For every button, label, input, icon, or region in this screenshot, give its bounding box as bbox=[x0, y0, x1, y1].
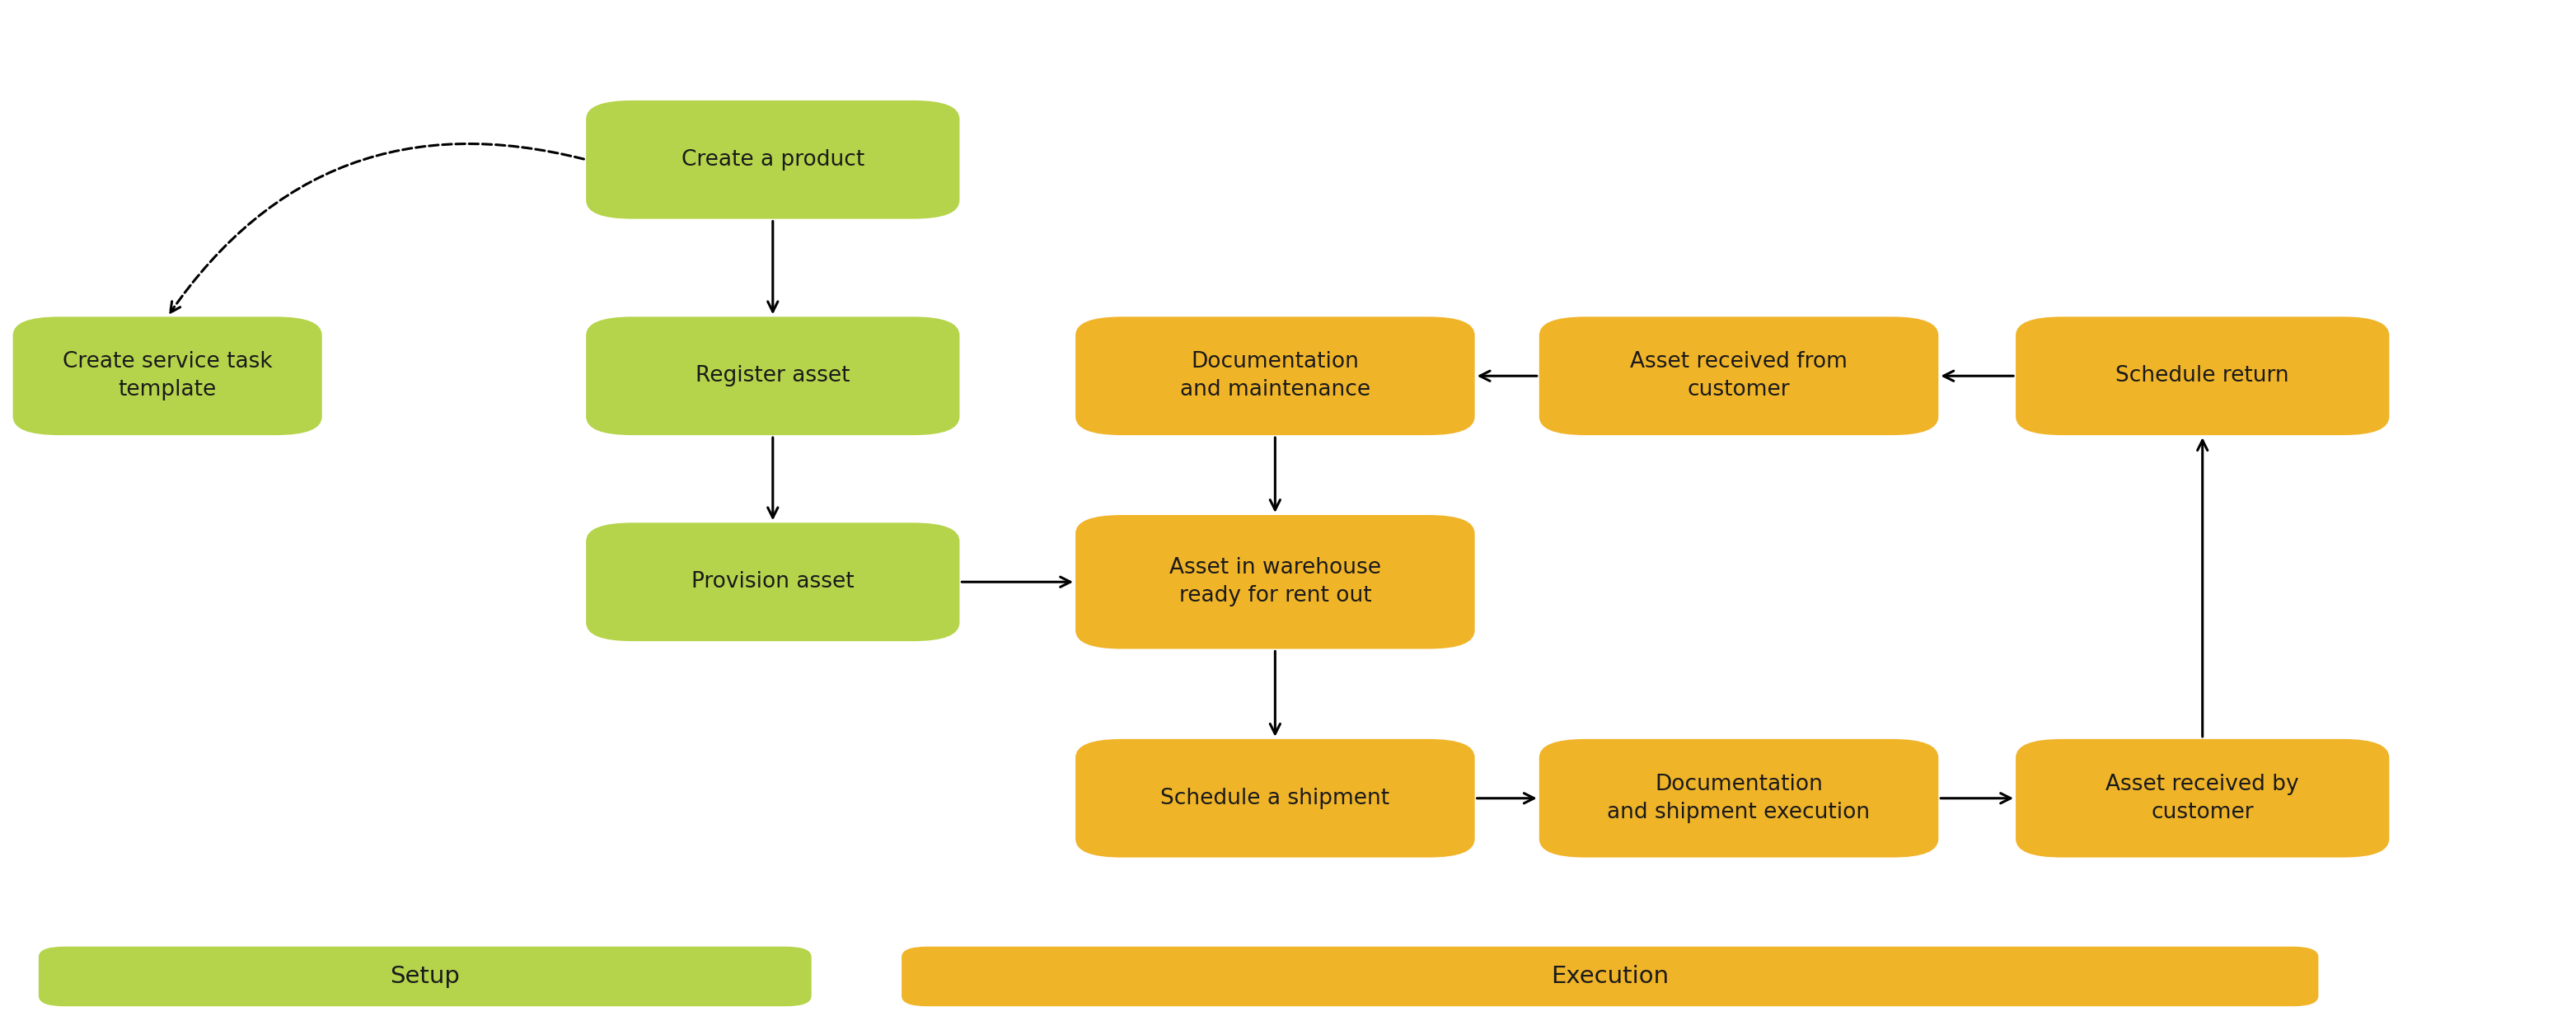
Text: Provision asset: Provision asset bbox=[690, 572, 855, 592]
FancyBboxPatch shape bbox=[2014, 317, 2388, 435]
Text: Asset in warehouse
ready for rent out: Asset in warehouse ready for rent out bbox=[1170, 557, 1381, 607]
FancyBboxPatch shape bbox=[1077, 515, 1473, 649]
Text: Execution: Execution bbox=[1551, 965, 1669, 988]
Text: Create a product: Create a product bbox=[680, 149, 866, 170]
FancyBboxPatch shape bbox=[1540, 317, 1937, 435]
Text: Asset received from
customer: Asset received from customer bbox=[1631, 351, 1847, 401]
FancyBboxPatch shape bbox=[2014, 739, 2388, 857]
Text: Schedule return: Schedule return bbox=[2115, 366, 2290, 386]
FancyBboxPatch shape bbox=[1077, 317, 1473, 435]
Text: Documentation
and shipment execution: Documentation and shipment execution bbox=[1607, 774, 1870, 823]
FancyBboxPatch shape bbox=[585, 100, 958, 218]
FancyBboxPatch shape bbox=[585, 317, 958, 435]
Text: Setup: Setup bbox=[389, 965, 461, 988]
Text: Register asset: Register asset bbox=[696, 366, 850, 386]
Text: Documentation
and maintenance: Documentation and maintenance bbox=[1180, 351, 1370, 401]
FancyBboxPatch shape bbox=[585, 522, 958, 641]
Text: Asset received by
customer: Asset received by customer bbox=[2105, 774, 2300, 823]
Text: Schedule a shipment: Schedule a shipment bbox=[1162, 788, 1388, 809]
FancyBboxPatch shape bbox=[1077, 739, 1473, 857]
FancyBboxPatch shape bbox=[902, 947, 2318, 1006]
FancyBboxPatch shape bbox=[39, 947, 811, 1006]
Text: Create service task
template: Create service task template bbox=[62, 351, 273, 401]
FancyBboxPatch shape bbox=[1540, 739, 1937, 857]
FancyBboxPatch shape bbox=[13, 317, 322, 435]
